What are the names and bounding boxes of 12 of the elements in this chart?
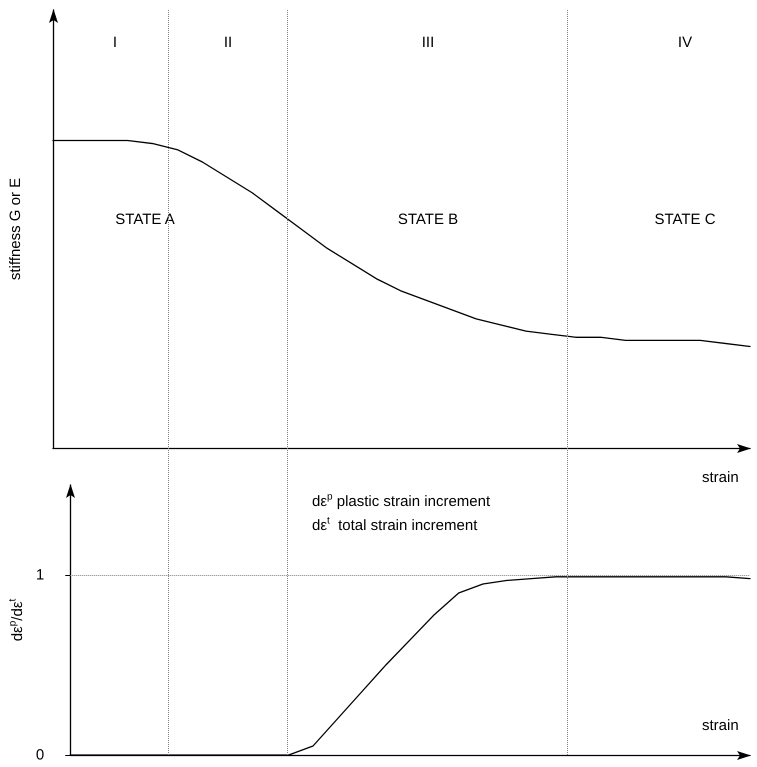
y-tick-label: 1 bbox=[36, 566, 44, 584]
text: III bbox=[422, 34, 434, 51]
annotation: STATE B bbox=[398, 211, 458, 228]
y-tick-label: 0 bbox=[36, 746, 44, 764]
y-axis-title: stiffness G or E bbox=[7, 178, 24, 280]
text: II bbox=[224, 34, 232, 51]
x-axis-title: strain bbox=[702, 469, 739, 486]
x-axis-title: strain bbox=[702, 717, 739, 734]
text: IV bbox=[678, 34, 692, 51]
text: I bbox=[112, 34, 118, 51]
y-axis-title: dεp/dεt bbox=[8, 598, 26, 642]
annotation: STATE C bbox=[654, 211, 716, 228]
